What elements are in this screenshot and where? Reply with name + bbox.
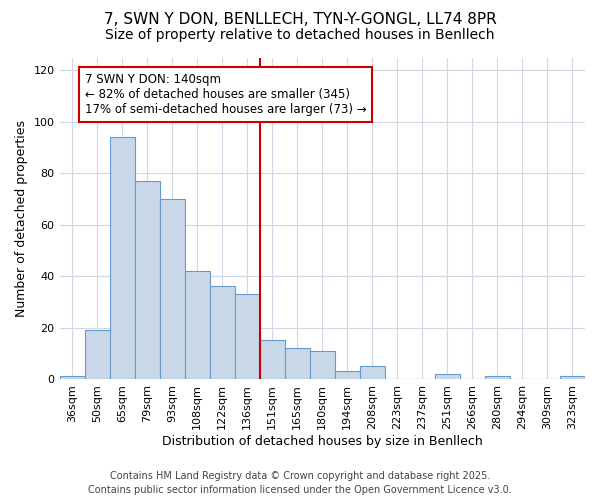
Bar <box>560 376 585 379</box>
Bar <box>160 199 185 379</box>
Bar <box>435 374 460 379</box>
Bar <box>335 371 360 379</box>
Bar <box>134 181 160 379</box>
Bar <box>360 366 385 379</box>
Bar <box>85 330 110 379</box>
Bar <box>260 340 285 379</box>
Text: 7 SWN Y DON: 140sqm
← 82% of detached houses are smaller (345)
17% of semi-detac: 7 SWN Y DON: 140sqm ← 82% of detached ho… <box>85 73 366 116</box>
Bar <box>110 137 134 379</box>
Text: Size of property relative to detached houses in Benllech: Size of property relative to detached ho… <box>105 28 495 42</box>
Bar <box>285 348 310 379</box>
Text: 7, SWN Y DON, BENLLECH, TYN-Y-GONGL, LL74 8PR: 7, SWN Y DON, BENLLECH, TYN-Y-GONGL, LL7… <box>104 12 496 28</box>
Bar <box>235 294 260 379</box>
Bar <box>310 350 335 379</box>
Y-axis label: Number of detached properties: Number of detached properties <box>15 120 28 316</box>
Bar <box>185 271 209 379</box>
Bar <box>59 376 85 379</box>
Text: Contains HM Land Registry data © Crown copyright and database right 2025.
Contai: Contains HM Land Registry data © Crown c… <box>88 471 512 495</box>
Bar <box>485 376 510 379</box>
X-axis label: Distribution of detached houses by size in Benllech: Distribution of detached houses by size … <box>162 434 482 448</box>
Bar <box>209 286 235 379</box>
